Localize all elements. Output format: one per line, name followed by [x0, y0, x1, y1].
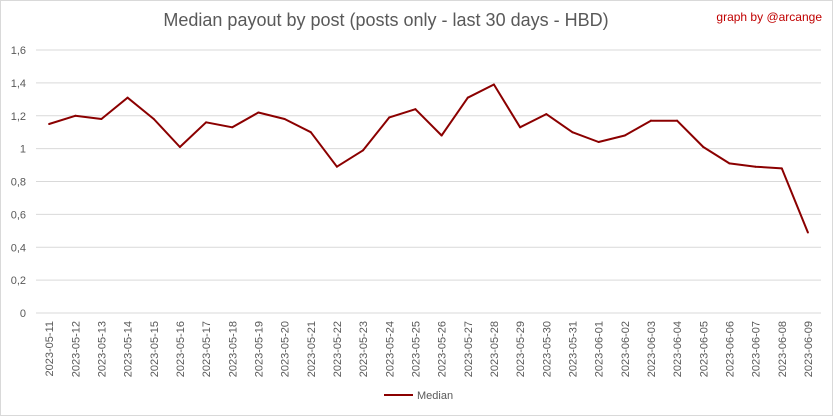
- x-tick-label: 2023-06-08: [777, 321, 789, 377]
- y-tick-label: 1,2: [11, 111, 26, 123]
- data-point: [728, 162, 731, 165]
- x-tick-label: 2023-05-25: [410, 321, 422, 377]
- x-tick-label: 2023-05-23: [358, 321, 370, 377]
- x-tick-label: 2023-05-17: [201, 321, 213, 377]
- y-tick-label: 1: [20, 144, 26, 156]
- data-point: [597, 141, 600, 144]
- y-tick-label: 0: [20, 308, 26, 320]
- data-point: [414, 108, 417, 111]
- x-tick-label: 2023-05-30: [541, 321, 553, 377]
- y-tick-label: 0,8: [11, 177, 26, 189]
- data-point: [309, 131, 312, 134]
- x-tick-label: 2023-05-24: [384, 321, 396, 377]
- x-tick-label: 2023-05-19: [253, 321, 265, 377]
- data-point: [702, 145, 705, 148]
- y-tick-label: 0,2: [11, 275, 26, 287]
- data-point: [754, 165, 757, 168]
- gridlines: [36, 49, 821, 314]
- data-point: [780, 167, 783, 170]
- x-tick-label: 2023-05-27: [463, 321, 475, 377]
- series-layer: [48, 83, 809, 234]
- legend-label: Median: [417, 390, 453, 402]
- x-tick-label: 2023-05-13: [96, 321, 108, 377]
- data-point: [152, 118, 155, 121]
- x-tick-label: 2023-06-09: [803, 321, 815, 377]
- x-tick-label: 2023-05-31: [567, 321, 579, 377]
- legend: Median: [384, 390, 453, 402]
- x-tick-label: 2023-05-29: [515, 321, 527, 377]
- x-tick-label: 2023-05-26: [437, 321, 449, 377]
- y-tick-label: 0,4: [11, 242, 26, 254]
- x-tick-label: 2023-06-06: [724, 321, 736, 377]
- x-tick-label: 2023-06-01: [594, 321, 606, 377]
- data-point: [519, 126, 522, 129]
- y-tick-label: 0,6: [11, 209, 26, 221]
- x-tick-label: 2023-05-22: [332, 321, 344, 377]
- data-point: [257, 111, 260, 114]
- x-tick-label: 2023-05-14: [123, 321, 135, 377]
- x-tick-label: 2023-05-16: [175, 321, 187, 377]
- x-tick-label: 2023-05-18: [227, 321, 239, 377]
- data-point: [623, 134, 626, 137]
- x-tick-label: 2023-06-03: [646, 321, 658, 377]
- x-tick-label: 2023-05-28: [489, 321, 501, 377]
- data-point: [335, 165, 338, 168]
- x-tick-label: 2023-05-20: [280, 321, 292, 377]
- data-point: [48, 122, 51, 125]
- data-point: [649, 119, 652, 122]
- data-point: [283, 118, 286, 121]
- data-point: [231, 126, 234, 129]
- series-line-median: [48, 83, 809, 233]
- data-point: [492, 83, 495, 86]
- data-point: [388, 116, 391, 119]
- x-tick-label: 2023-05-21: [306, 321, 318, 377]
- x-tick-label: 2023-06-05: [698, 321, 710, 377]
- y-tick-label: 1,4: [11, 78, 26, 90]
- data-point: [466, 96, 469, 99]
- x-tick-label: 2023-06-02: [620, 321, 632, 377]
- data-point: [74, 114, 77, 117]
- x-tick-label: 2023-05-12: [70, 321, 82, 377]
- credit-label: graph by @arcange: [716, 10, 822, 24]
- data-point: [178, 145, 181, 148]
- x-axis-ticks: 2023-05-11 2023-05-12 2023-05-13 2023-05-14…: [44, 321, 815, 377]
- x-tick-label: 2023-05-15: [149, 321, 161, 377]
- y-tick-label: 1,6: [11, 45, 26, 57]
- y-axis-ticks: 0 0,2 0,4 0,6 0,8 1 1,2 1,4 1,6: [11, 45, 26, 320]
- data-point: [571, 131, 574, 134]
- x-tick-label: 2023-06-07: [751, 321, 763, 377]
- data-point: [545, 113, 548, 116]
- data-point: [205, 121, 208, 124]
- x-tick-label: 2023-05-11: [44, 321, 56, 376]
- data-point: [126, 96, 129, 99]
- data-point: [806, 231, 809, 234]
- data-point: [100, 118, 103, 121]
- data-point: [362, 149, 365, 152]
- data-point: [440, 134, 443, 137]
- chart-title: Median payout by post (posts only - last…: [163, 10, 609, 30]
- x-tick-label: 2023-06-04: [672, 321, 684, 377]
- data-point: [676, 119, 679, 122]
